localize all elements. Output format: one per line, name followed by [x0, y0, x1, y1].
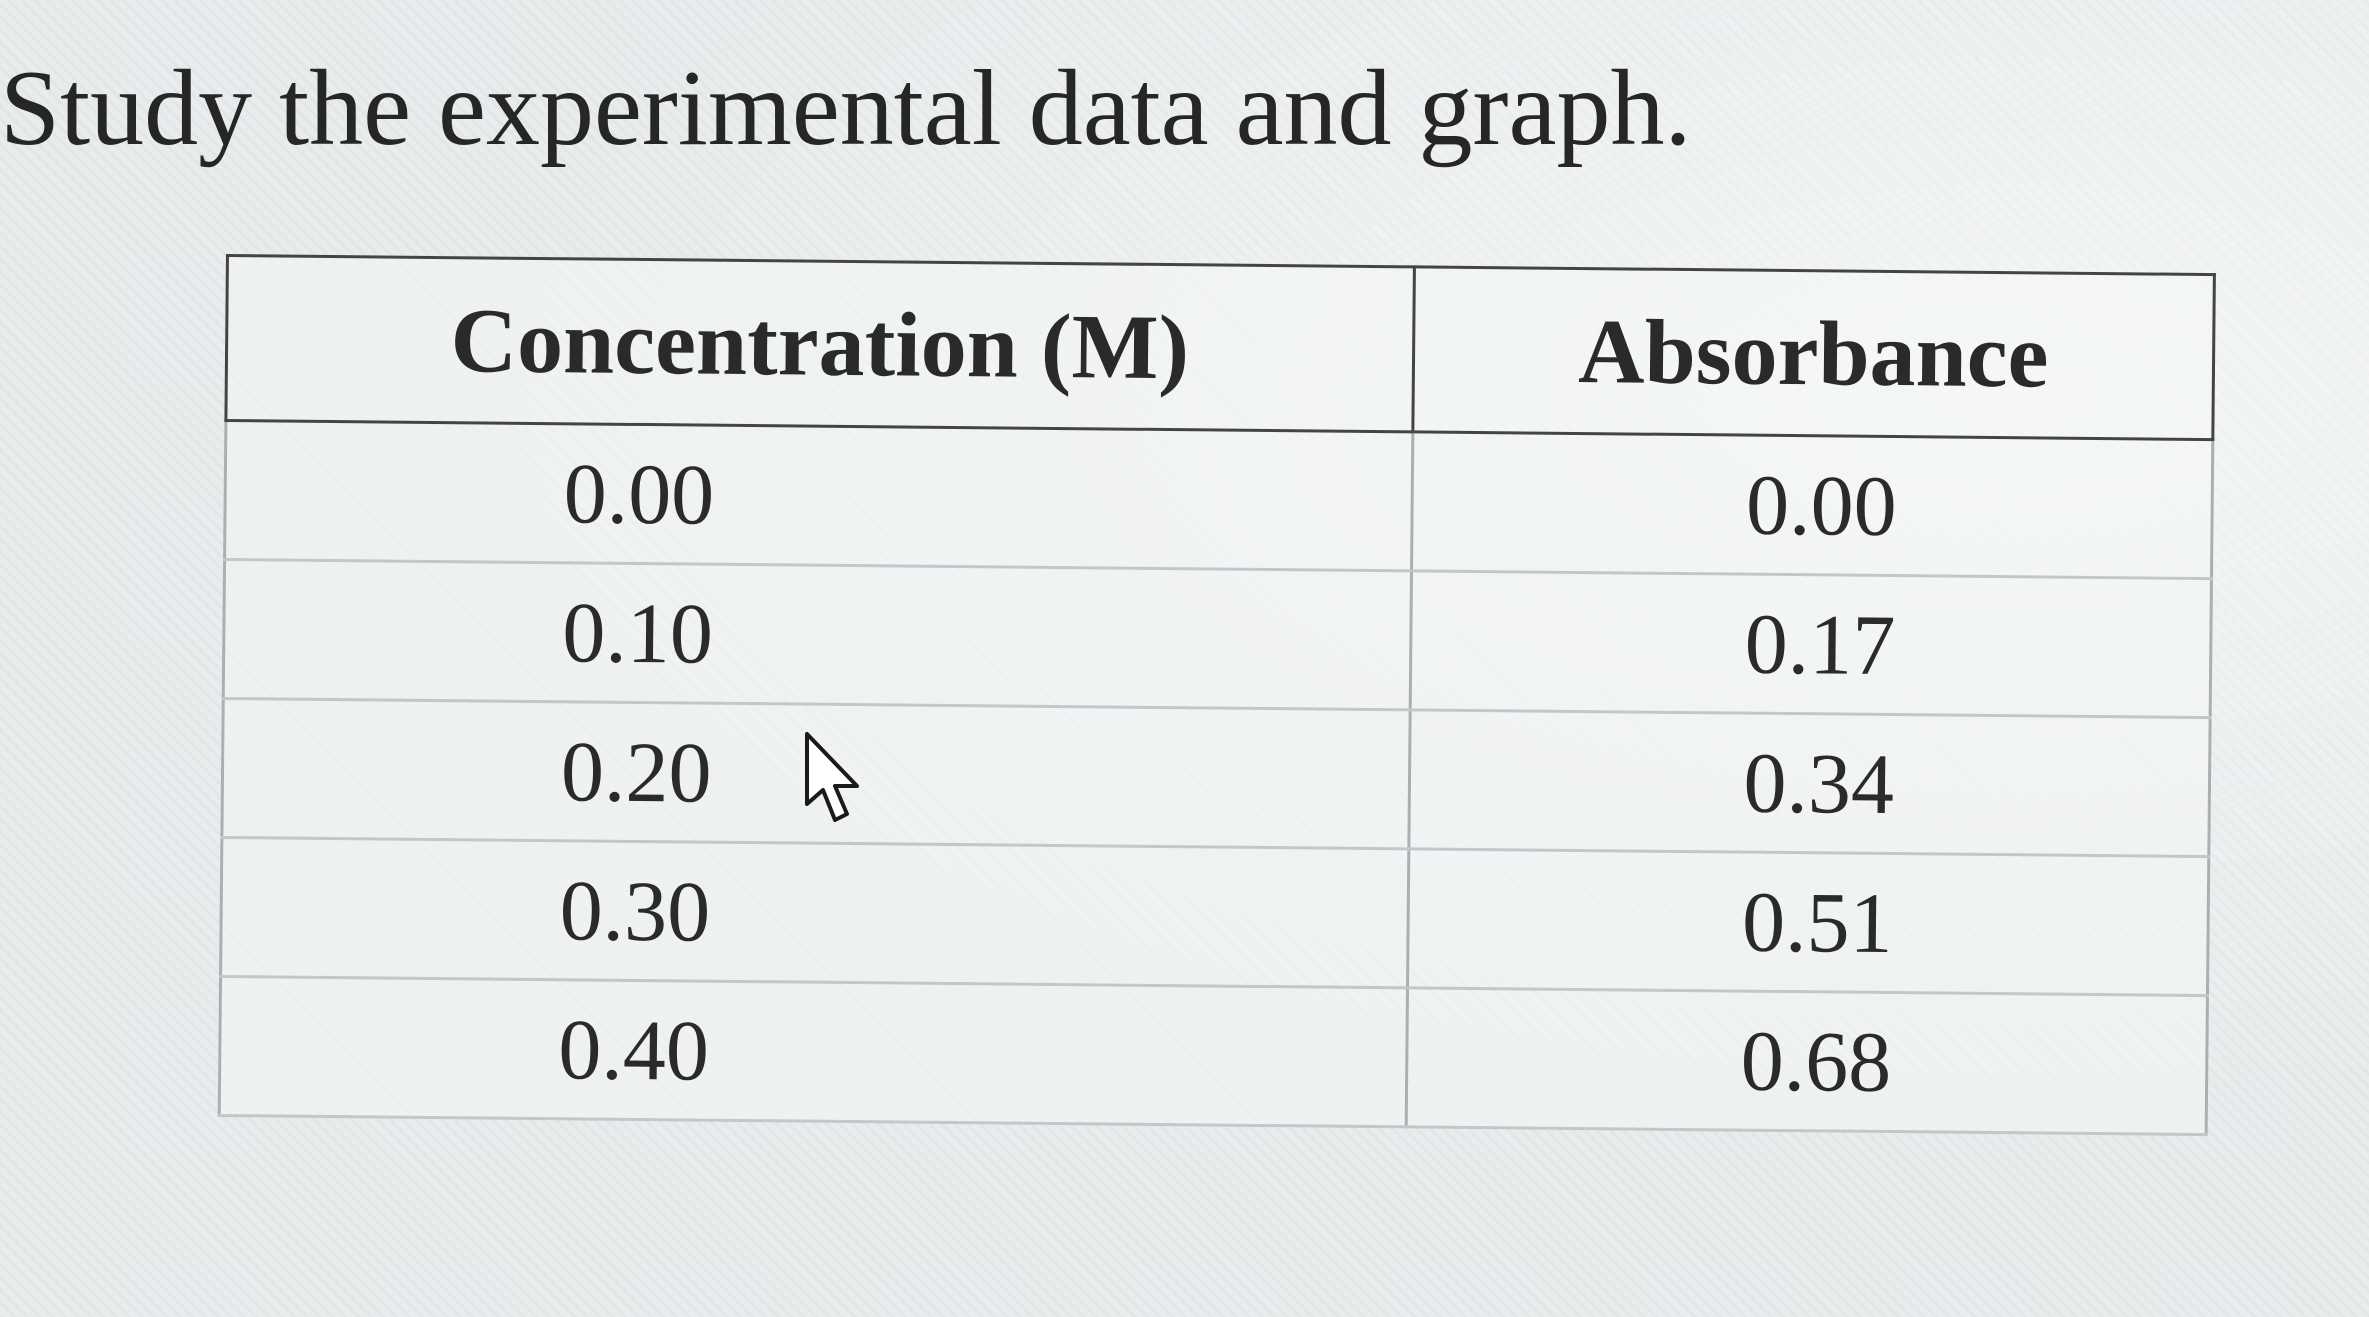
- data-table: Concentration (M) Absorbance 0.00 0.00 0…: [217, 254, 2216, 1137]
- concentration-cell: 0.00: [224, 420, 1413, 571]
- table-row: 0.30 0.51: [220, 837, 2209, 996]
- table-row: 0.00 0.00: [224, 420, 2213, 579]
- absorbance-cell: 0.51: [1407, 848, 2209, 996]
- table-row: 0.40 0.68: [219, 976, 2208, 1135]
- concentration-cell: 0.40: [219, 976, 1408, 1127]
- header-absorbance: Absorbance: [1412, 266, 2215, 440]
- concentration-cell: 0.30: [220, 837, 1409, 988]
- header-concentration: Concentration (M): [225, 255, 1414, 432]
- table-header-row: Concentration (M) Absorbance: [225, 255, 2215, 440]
- absorbance-cell: 0.00: [1411, 431, 2213, 579]
- concentration-cell: 0.20: [221, 698, 1410, 849]
- question-prompt: Study the experimental data and graph.: [0, 49, 1692, 168]
- table-row: 0.20 0.34: [221, 698, 2211, 857]
- table-row: 0.10 0.17: [223, 559, 2212, 718]
- absorbance-cell: 0.34: [1408, 709, 2211, 857]
- absorbance-cell: 0.68: [1405, 987, 2208, 1135]
- concentration-cell: 0.10: [223, 559, 1412, 710]
- absorbance-cell: 0.17: [1409, 570, 2212, 718]
